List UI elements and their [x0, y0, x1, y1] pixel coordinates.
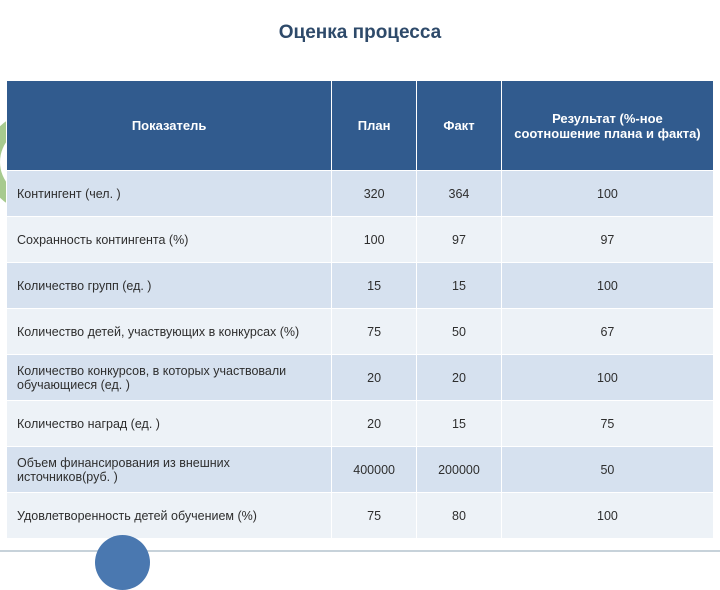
cell-fact: 20: [417, 355, 502, 401]
cell-plan: 75: [332, 309, 417, 355]
cell-plan: 400000: [332, 447, 417, 493]
col-header-plan: План: [332, 81, 417, 171]
cell-fact: 15: [417, 263, 502, 309]
cell-indicator: Сохранность контингента (%): [7, 217, 332, 263]
table-row: Контингент (чел. ) 320 364 100: [7, 171, 714, 217]
table-row: Удовлетворенность детей обучением (%) 75…: [7, 493, 714, 539]
col-header-fact: Факт: [417, 81, 502, 171]
cell-fact: 15: [417, 401, 502, 447]
table-row: Количество детей, участвующих в конкурса…: [7, 309, 714, 355]
cell-result: 100: [501, 263, 713, 309]
cell-result: 100: [501, 171, 713, 217]
cell-plan: 320: [332, 171, 417, 217]
decor-circle-blue: [95, 535, 150, 590]
table-row: Количество конкурсов, в которых участвов…: [7, 355, 714, 401]
col-header-result: Результат (%-ное соотношение плана и фак…: [501, 81, 713, 171]
cell-indicator: Количество групп (ед. ): [7, 263, 332, 309]
assessment-table: Показатель План Факт Результат (%-ное со…: [6, 80, 714, 539]
cell-indicator: Количество наград (ед. ): [7, 401, 332, 447]
cell-plan: 20: [332, 401, 417, 447]
cell-fact: 50: [417, 309, 502, 355]
cell-plan: 20: [332, 355, 417, 401]
cell-plan: 75: [332, 493, 417, 539]
cell-fact: 97: [417, 217, 502, 263]
cell-result: 100: [501, 355, 713, 401]
cell-fact: 80: [417, 493, 502, 539]
cell-indicator: Контингент (чел. ): [7, 171, 332, 217]
table-row: Количество наград (ед. ) 20 15 75: [7, 401, 714, 447]
cell-result: 75: [501, 401, 713, 447]
table-row: Объем финансирования из внешних источник…: [7, 447, 714, 493]
cell-fact: 364: [417, 171, 502, 217]
cell-indicator: Удовлетворенность детей обучением (%): [7, 493, 332, 539]
cell-fact: 200000: [417, 447, 502, 493]
cell-indicator: Количество конкурсов, в которых участвов…: [7, 355, 332, 401]
table-row: Количество групп (ед. ) 15 15 100: [7, 263, 714, 309]
table-header-row: Показатель План Факт Результат (%-ное со…: [7, 81, 714, 171]
assessment-table-container: Показатель План Факт Результат (%-ное со…: [6, 80, 714, 539]
cell-indicator: Объем финансирования из внешних источник…: [7, 447, 332, 493]
cell-plan: 100: [332, 217, 417, 263]
page-title: Оценка процесса: [0, 22, 720, 44]
col-header-indicator: Показатель: [7, 81, 332, 171]
cell-plan: 15: [332, 263, 417, 309]
cell-result: 97: [501, 217, 713, 263]
cell-result: 50: [501, 447, 713, 493]
table-row: Сохранность контингента (%) 100 97 97: [7, 217, 714, 263]
table-body: Контингент (чел. ) 320 364 100 Сохраннос…: [7, 171, 714, 539]
cell-result: 100: [501, 493, 713, 539]
cell-result: 67: [501, 309, 713, 355]
cell-indicator: Количество детей, участвующих в конкурса…: [7, 309, 332, 355]
